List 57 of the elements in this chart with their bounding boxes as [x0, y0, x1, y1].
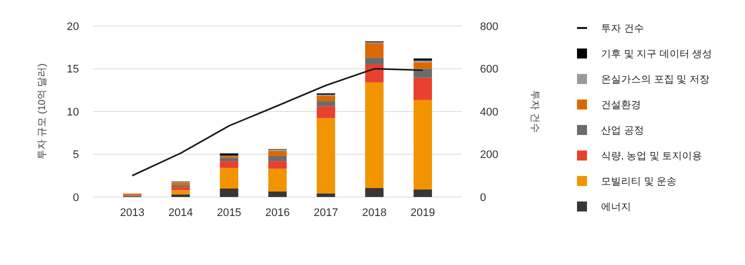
- bar: [268, 191, 287, 197]
- y-tick-label: 10: [66, 106, 79, 118]
- y2-tick-label: 800: [480, 20, 498, 33]
- bar: [171, 194, 190, 197]
- bar: [365, 58, 384, 64]
- y-tick-label: 0: [72, 192, 79, 204]
- x-tick-label: 2015: [216, 207, 242, 219]
- bar: [316, 96, 336, 102]
- bar: [268, 168, 287, 192]
- bar: [365, 188, 384, 197]
- bar: [414, 62, 432, 69]
- x-tick-label: 2018: [362, 207, 387, 219]
- legend-label: 모빌리티 및 운송: [601, 176, 677, 188]
- bar: [220, 168, 238, 188]
- x-tick-label: 2017: [314, 207, 338, 219]
- y-tick-label: 20: [66, 20, 79, 33]
- bar: [414, 100, 432, 190]
- bar: [316, 193, 336, 197]
- bar: [414, 58, 432, 61]
- y2-tick-label: 400: [480, 106, 498, 118]
- bar: [316, 106, 336, 118]
- x-tick-label: 2013: [120, 207, 144, 219]
- x-tick-label: 2019: [410, 207, 436, 219]
- legend-label: 기후 및 지구 데이터 생성: [601, 49, 712, 60]
- bar: [316, 101, 336, 106]
- bar: [268, 156, 287, 162]
- bar: [365, 82, 384, 188]
- y2-axis-title: 투자 건수: [529, 90, 540, 133]
- y2-tick-label: 0: [480, 192, 486, 204]
- legend-label: 에너지: [601, 202, 631, 213]
- legend-label: 건설환경: [601, 100, 641, 111]
- y-tick-label: 5: [72, 149, 79, 162]
- bar: [220, 188, 238, 197]
- bar: [268, 150, 287, 156]
- legend-label: 산업 공정: [601, 126, 644, 136]
- bar: [220, 161, 238, 168]
- bar: [220, 158, 238, 162]
- legend-label: 식량, 농업 및 토지이용: [601, 151, 702, 162]
- bar: [316, 118, 336, 194]
- y2-tick-label: 600: [480, 64, 498, 76]
- bar: [414, 78, 432, 100]
- x-tick-label: 2014: [168, 207, 193, 219]
- bar: [268, 161, 287, 169]
- bar: [171, 182, 190, 186]
- y-axis-title: 투자 규모 (10억 달러): [37, 63, 48, 160]
- bar: [220, 153, 238, 156]
- y-tick-label: 15: [66, 64, 79, 76]
- bar: [414, 189, 432, 197]
- x-tick-label: 2016: [265, 207, 290, 219]
- line-series: [131, 68, 424, 176]
- bar: [365, 43, 384, 58]
- bar: [365, 64, 384, 82]
- legend-label: 투자 건수: [601, 24, 644, 34]
- y2-tick-label: 200: [480, 149, 498, 162]
- bar: [171, 187, 190, 190]
- legend-label: 온실가스의 포집 및 저장: [601, 74, 710, 86]
- bar: [171, 190, 190, 194]
